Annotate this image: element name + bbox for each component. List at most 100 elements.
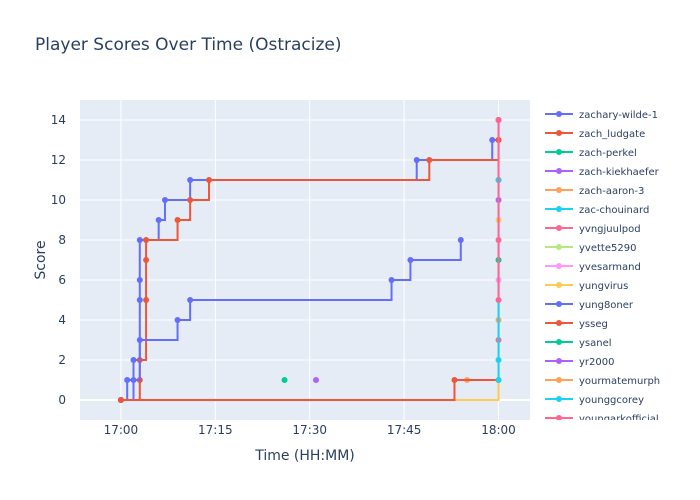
legend-item[interactable]: yung8oner [545, 300, 634, 311]
legend-label: yr2000 [579, 357, 614, 368]
legend-swatch-marker [556, 377, 562, 383]
y-tick-label: 0 [58, 393, 66, 407]
y-tick-label: 4 [58, 313, 66, 327]
data-point[interactable] [426, 157, 433, 163]
legend-swatch-marker [556, 225, 562, 231]
legend-swatch-marker [556, 168, 562, 174]
legend-item[interactable]: zach-perkel [545, 148, 637, 159]
legend-item[interactable]: zac-chouinard [545, 205, 649, 216]
data-point[interactable] [495, 117, 502, 123]
legend-swatch-marker [556, 111, 562, 117]
data-point[interactable] [143, 297, 150, 303]
legend[interactable]: zachary-wilde-1 zach_ludgate zach-perkel za… [545, 110, 660, 425]
y-tick-labels: 0 2 4 6 8 10 12 14 [51, 113, 66, 407]
legend-item[interactable]: younggcorey [545, 395, 644, 406]
legend-swatch-marker [556, 244, 562, 250]
data-point[interactable] [143, 257, 150, 263]
legend-label: yvesarmand [579, 262, 641, 273]
chart-title: Player Scores Over Time (Ostracize) [35, 35, 342, 55]
legend-label: yourmatemurph [579, 376, 660, 387]
legend-label: zach_ludgate [579, 129, 645, 140]
legend-item[interactable]: zach_ludgate [545, 129, 645, 140]
y-tick-label: 10 [51, 193, 66, 207]
x-tick-label: 17:45 [387, 423, 422, 437]
legend-label: younggcorey [579, 395, 644, 406]
data-point[interactable] [407, 257, 414, 263]
legend-swatch-marker [556, 339, 562, 345]
data-point[interactable] [155, 217, 162, 223]
legend-label: zach-perkel [579, 148, 637, 159]
legend-item[interactable]: ysseg [545, 319, 608, 330]
legend-swatch-marker [556, 415, 562, 420]
legend-swatch-marker [556, 320, 562, 326]
legend-swatch-marker [556, 130, 562, 136]
series-zach-kiekhaefer[interactable] [313, 377, 320, 383]
data-point[interactable] [130, 377, 137, 383]
legend-label: yungvirus [579, 281, 628, 292]
data-point[interactable] [174, 317, 181, 323]
data-point[interactable] [161, 197, 168, 203]
y-tick-label: 14 [51, 113, 66, 127]
data-point[interactable] [136, 297, 143, 303]
series-layer [117, 117, 502, 403]
data-point[interactable] [187, 197, 194, 203]
legend-swatch-marker [556, 301, 562, 307]
data-point[interactable] [174, 217, 181, 223]
data-point[interactable] [136, 237, 143, 243]
data-point[interactable] [117, 397, 124, 403]
legend-item[interactable]: zach-aaron-3 [545, 186, 644, 197]
data-point[interactable] [457, 237, 464, 243]
series-zach-perkel[interactable] [281, 377, 288, 383]
data-point[interactable] [495, 377, 502, 383]
legend-label: youngarkofficial [579, 414, 659, 425]
data-point[interactable] [313, 377, 320, 383]
data-point[interactable] [489, 137, 496, 143]
data-point[interactable] [143, 237, 150, 243]
data-point[interactable] [187, 177, 194, 183]
y-axis-title: Score [33, 240, 49, 279]
x-tick-label: 18:00 [481, 423, 516, 437]
legend-label: zachary-wilde-1 [579, 110, 658, 121]
y-tick-label: 6 [58, 273, 66, 287]
legend-item[interactable]: zach-kiekhaefer [545, 167, 660, 178]
data-point[interactable] [451, 377, 458, 383]
data-point[interactable] [281, 377, 288, 383]
legend-label: ysseg [579, 319, 608, 330]
y-tick-label: 8 [58, 233, 66, 247]
legend-item[interactable]: zachary-wilde-1 [545, 110, 658, 121]
data-point[interactable] [206, 177, 213, 183]
data-point[interactable] [136, 277, 143, 283]
data-point[interactable] [413, 157, 420, 163]
legend-swatch-marker [556, 358, 562, 364]
x-tick-label: 17:00 [104, 423, 139, 437]
legend-item[interactable]: yvette5290 [545, 243, 636, 254]
legend-item[interactable]: yungvirus [545, 281, 628, 292]
data-point[interactable] [124, 377, 131, 383]
legend-swatch-marker [556, 263, 562, 269]
legend-item[interactable]: yourmatemurph [545, 376, 660, 387]
data-point[interactable] [130, 357, 137, 363]
data-point[interactable] [136, 337, 143, 343]
data-point[interactable] [388, 277, 395, 283]
legend-swatch-marker [556, 206, 562, 212]
legend-item[interactable]: yvesarmand [545, 262, 641, 273]
y-tick-label: 12 [51, 153, 66, 167]
y-tick-label: 2 [58, 353, 66, 367]
legend-item[interactable]: yvngjuulpod [545, 224, 641, 235]
legend-label: zac-chouinard [579, 205, 649, 216]
legend-swatch-marker [556, 282, 562, 288]
legend-label: yung8oner [579, 300, 634, 311]
legend-item[interactable]: youngarkofficial [545, 414, 659, 425]
x-axis-title: Time (HH:MM) [254, 448, 355, 464]
series-youngarkofficial[interactable] [495, 117, 502, 303]
data-point[interactable] [187, 297, 194, 303]
x-tick-label: 17:30 [292, 423, 327, 437]
legend-label: yvngjuulpod [579, 224, 641, 235]
legend-swatch-marker [556, 187, 562, 193]
x-tick-label: 17:15 [198, 423, 233, 437]
data-point[interactable] [495, 297, 502, 303]
legend-item[interactable]: yr2000 [545, 357, 614, 368]
legend-label: yvette5290 [579, 243, 636, 254]
legend-item[interactable]: ysanel [545, 338, 612, 349]
legend-label: zach-aaron-3 [579, 186, 644, 197]
